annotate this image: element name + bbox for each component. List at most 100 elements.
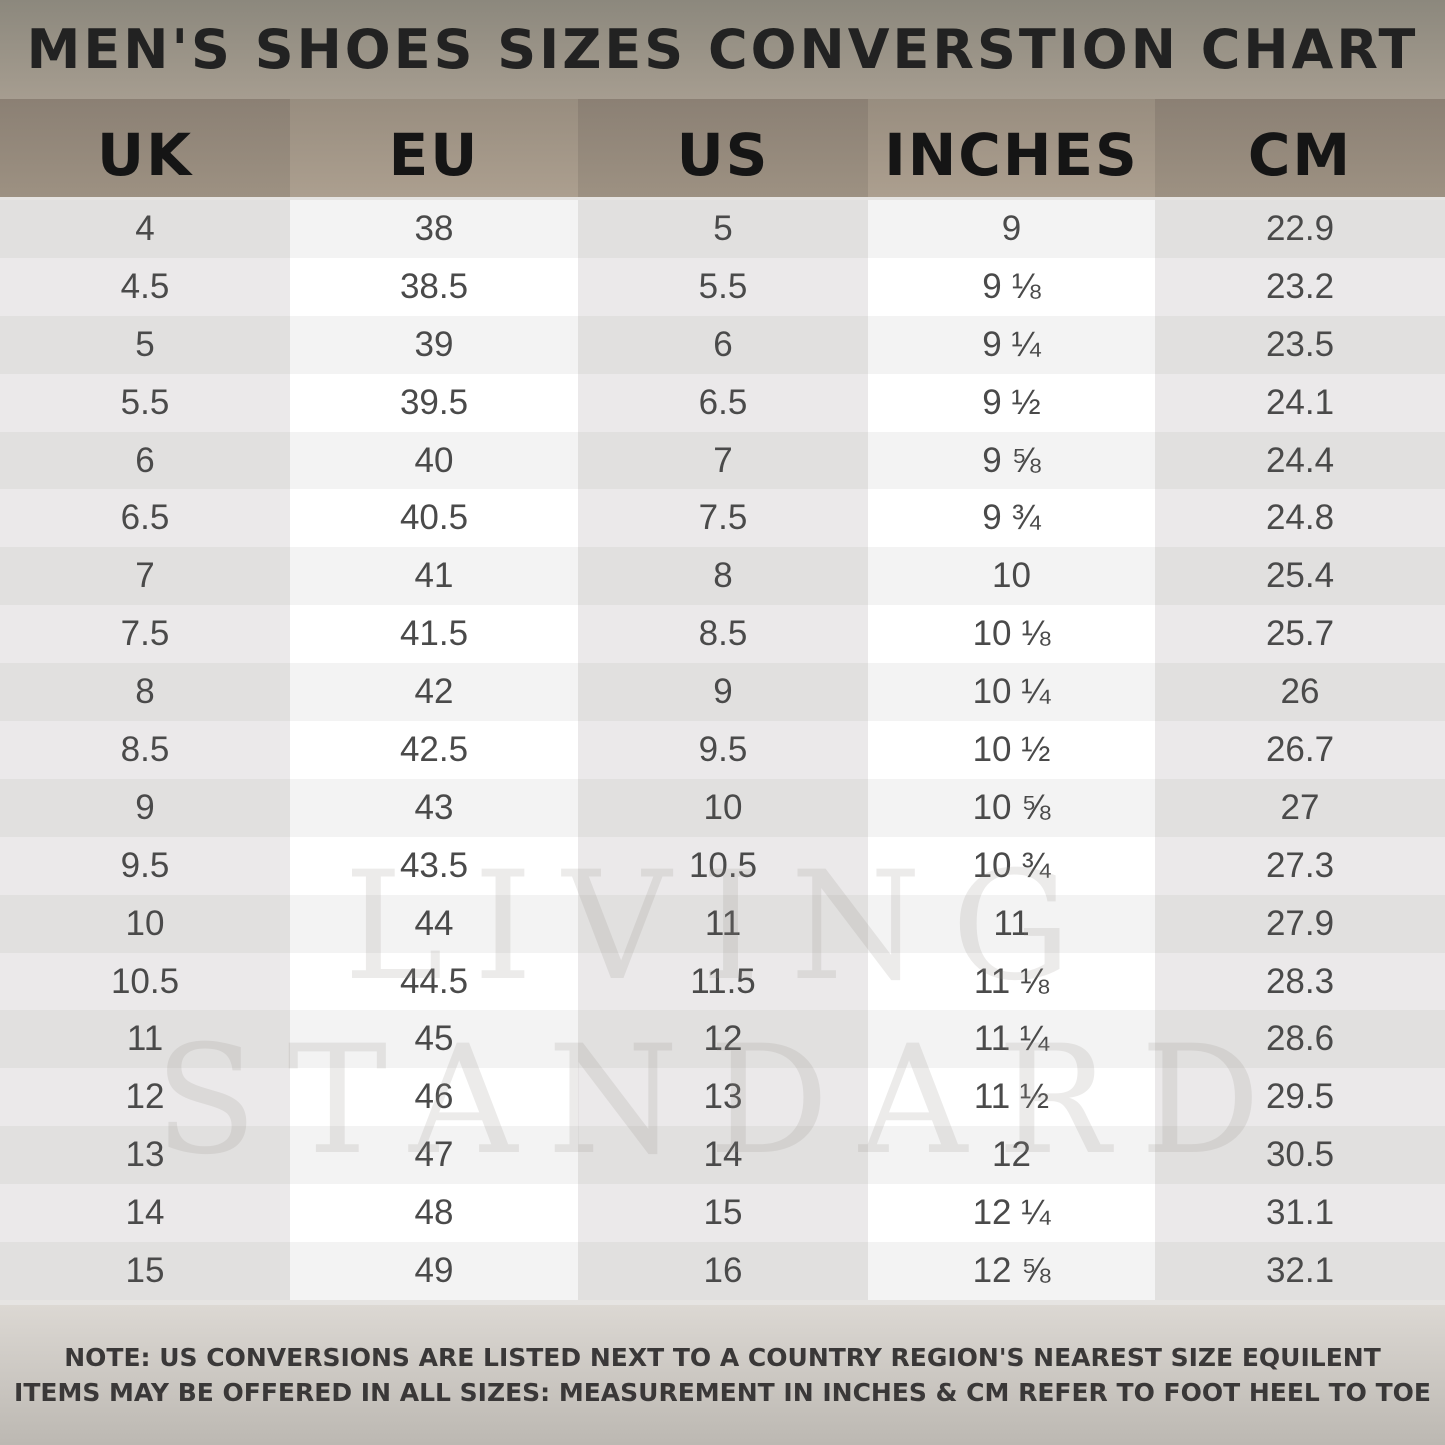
cell-uk: 5.5	[0, 373, 290, 432]
cell-us: 5	[578, 200, 868, 258]
table-row: 11 45 12 11 ¼ 28.6	[0, 1010, 1445, 1069]
cell-inches: 9 ½	[868, 373, 1155, 432]
cell-inches: 9 ¼	[868, 315, 1155, 374]
cell-eu: 48	[290, 1184, 578, 1243]
cell-cm: 24.8	[1155, 489, 1445, 548]
cell-eu: 42	[290, 663, 578, 722]
cell-us: 8.5	[578, 605, 868, 664]
cell-inches: 11 ⅛	[868, 952, 1155, 1011]
column-header-eu: EU	[290, 99, 578, 197]
cell-us: 11	[578, 894, 868, 953]
cell-us: 7	[578, 431, 868, 490]
column-header-cm: CM	[1155, 99, 1445, 197]
cell-uk: 7	[0, 547, 290, 606]
cell-uk: 15	[0, 1242, 290, 1300]
cell-cm: 29.5	[1155, 1068, 1445, 1127]
cell-eu: 43.5	[290, 836, 578, 895]
cell-cm: 25.4	[1155, 547, 1445, 606]
cell-us: 9.5	[578, 721, 868, 779]
cell-inches: 12 ¼	[868, 1184, 1155, 1243]
page-title: MEN'S SHOES SIZES CONVERSTION CHART	[26, 18, 1419, 81]
cell-eu: 42.5	[290, 721, 578, 779]
cell-cm: 24.4	[1155, 431, 1445, 490]
footer-line-2: ITEMS MAY BE OFFERED IN ALL SIZES: MEASU…	[14, 1378, 1431, 1407]
cell-uk: 5	[0, 315, 290, 374]
cell-us: 8	[578, 547, 868, 606]
column-header-us: US	[578, 99, 868, 197]
cell-eu: 41.5	[290, 605, 578, 664]
cell-inches: 10 ½	[868, 721, 1155, 779]
cell-eu: 39	[290, 315, 578, 374]
cell-cm: 23.5	[1155, 315, 1445, 374]
table-row: 6 40 7 9 ⅝ 24.4	[0, 431, 1445, 490]
note-label: NOTE:	[64, 1343, 151, 1372]
cell-cm: 27	[1155, 778, 1445, 837]
cell-inches: 11	[868, 894, 1155, 953]
cell-cm: 27.9	[1155, 894, 1445, 953]
cell-eu: 43	[290, 778, 578, 837]
cell-us: 13	[578, 1068, 868, 1127]
cell-eu: 39.5	[290, 373, 578, 432]
cell-eu: 44	[290, 894, 578, 953]
table-row: 7 41 8 10 25.4	[0, 547, 1445, 606]
cell-uk: 10	[0, 894, 290, 953]
cell-us: 14	[578, 1126, 868, 1185]
table-row: 10.5 44.5 11.5 11 ⅛ 28.3	[0, 952, 1445, 1011]
cell-inches: 9 ⅝	[868, 431, 1155, 490]
cell-eu: 40.5	[290, 489, 578, 548]
cell-us: 10.5	[578, 836, 868, 895]
cell-eu: 45	[290, 1010, 578, 1069]
cell-us: 6.5	[578, 373, 868, 432]
table-row: 5.5 39.5 6.5 9 ½ 24.1	[0, 373, 1445, 432]
cell-inches: 10 ⅛	[868, 605, 1155, 664]
title-bar: MEN'S SHOES SIZES CONVERSTION CHART	[0, 0, 1445, 99]
table-row: 6.5 40.5 7.5 9 ¾ 24.8	[0, 489, 1445, 548]
cell-eu: 40	[290, 431, 578, 490]
cell-inches: 11 ½	[868, 1068, 1155, 1127]
cell-cm: 32.1	[1155, 1242, 1445, 1300]
cell-uk: 12	[0, 1068, 290, 1127]
cell-us: 10	[578, 778, 868, 837]
table-header: UK EU US INCHES CM	[0, 99, 1445, 197]
cell-uk: 4.5	[0, 257, 290, 316]
column-header-inches: INCHES	[868, 99, 1155, 197]
cell-cm: 26.7	[1155, 721, 1445, 779]
table-row: 12 46 13 11 ½ 29.5	[0, 1068, 1445, 1127]
cell-cm: 27.3	[1155, 836, 1445, 895]
cell-cm: 23.2	[1155, 257, 1445, 316]
cell-eu: 38.5	[290, 257, 578, 316]
cell-uk: 6	[0, 431, 290, 490]
column-header-uk: UK	[0, 99, 290, 197]
cell-cm: 25.7	[1155, 605, 1445, 664]
cell-cm: 30.5	[1155, 1126, 1445, 1185]
cell-uk: 8.5	[0, 721, 290, 779]
cell-eu: 47	[290, 1126, 578, 1185]
cell-cm: 31.1	[1155, 1184, 1445, 1243]
cell-eu: 44.5	[290, 952, 578, 1011]
cell-inches: 10	[868, 547, 1155, 606]
cell-us: 12	[578, 1010, 868, 1069]
cell-eu: 49	[290, 1242, 578, 1300]
cell-inches: 10 ¾	[868, 836, 1155, 895]
cell-uk: 14	[0, 1184, 290, 1243]
cell-cm: 26	[1155, 663, 1445, 722]
note-text-1: US CONVERSIONS ARE LISTED NEXT TO A COUN…	[150, 1343, 1381, 1372]
cell-us: 9	[578, 663, 868, 722]
cell-uk: 4	[0, 200, 290, 258]
cell-us: 7.5	[578, 489, 868, 548]
cell-uk: 9.5	[0, 836, 290, 895]
table-body: 4 38 5 9 22.9 4.5 38.5 5.5 9 ⅛ 23.2 5 39 6 9 ¼ 23.5 5.5…	[0, 200, 1445, 1300]
cell-inches: 9 ¾	[868, 489, 1155, 548]
table-row: 9 43 10 10 ⅝ 27	[0, 778, 1445, 837]
cell-eu: 46	[290, 1068, 578, 1127]
cell-uk: 11	[0, 1010, 290, 1069]
cell-inches: 9 ⅛	[868, 257, 1155, 316]
cell-uk: 7.5	[0, 605, 290, 664]
cell-cm: 28.3	[1155, 952, 1445, 1011]
cell-inches: 10 ¼	[868, 663, 1155, 722]
table-row: 4 38 5 9 22.9	[0, 200, 1445, 258]
cell-us: 16	[578, 1242, 868, 1300]
cell-inches: 9	[868, 200, 1155, 258]
cell-uk: 13	[0, 1126, 290, 1185]
cell-uk: 10.5	[0, 952, 290, 1011]
